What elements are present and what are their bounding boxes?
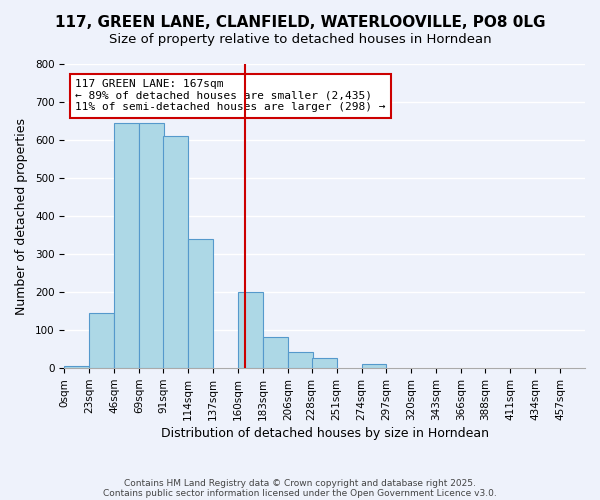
Text: Size of property relative to detached houses in Horndean: Size of property relative to detached ho… — [109, 32, 491, 46]
Bar — [89, 313, 114, 368]
Bar — [163, 136, 188, 368]
Bar — [263, 336, 288, 368]
Bar — [114, 123, 139, 368]
Bar — [64, 366, 89, 368]
Text: Contains public sector information licensed under the Open Government Licence v3: Contains public sector information licen… — [103, 488, 497, 498]
Bar — [311, 358, 337, 368]
Y-axis label: Number of detached properties: Number of detached properties — [15, 118, 28, 314]
Text: 117 GREEN LANE: 167sqm
← 89% of detached houses are smaller (2,435)
11% of semi-: 117 GREEN LANE: 167sqm ← 89% of detached… — [75, 79, 386, 112]
Text: Contains HM Land Registry data © Crown copyright and database right 2025.: Contains HM Land Registry data © Crown c… — [124, 478, 476, 488]
Bar — [188, 239, 213, 368]
X-axis label: Distribution of detached houses by size in Horndean: Distribution of detached houses by size … — [161, 427, 488, 440]
Bar — [238, 292, 263, 368]
Text: 117, GREEN LANE, CLANFIELD, WATERLOOVILLE, PO8 0LG: 117, GREEN LANE, CLANFIELD, WATERLOOVILL… — [55, 15, 545, 30]
Bar — [362, 364, 386, 368]
Bar — [288, 352, 313, 368]
Bar — [139, 123, 164, 368]
